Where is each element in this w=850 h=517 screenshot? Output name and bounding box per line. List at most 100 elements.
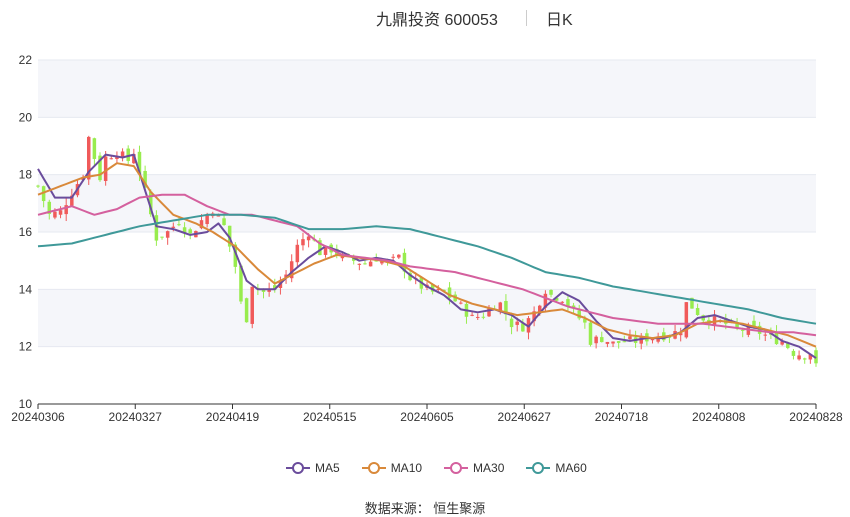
legend-swatch-ma60 (526, 462, 551, 474)
candle-body (301, 239, 305, 246)
candle-body (554, 297, 559, 301)
candle-body (402, 252, 407, 272)
candle-body (86, 136, 91, 180)
candle-body (532, 311, 536, 322)
candle-body (678, 333, 683, 336)
candle-body (103, 156, 108, 182)
candle-body (583, 318, 587, 323)
x-tick-label: 20240808 (692, 410, 746, 424)
candle-body (797, 355, 801, 360)
candle-body (752, 320, 756, 328)
candle-body (481, 316, 486, 318)
series-line-ma60 (37, 213, 817, 325)
legend-item-ma10[interactable]: MA10 (361, 461, 423, 475)
candle-body (289, 261, 294, 279)
candle-body (436, 288, 441, 290)
y-tick-label: 10 (19, 397, 33, 411)
legend-swatch-ma5 (286, 462, 310, 474)
legend-label-ma30: MA30 (473, 461, 505, 475)
data-source-note: 数据来源： 恒生聚源 (364, 501, 486, 516)
x-tick-label: 20240828 (789, 410, 843, 424)
candle-body (58, 210, 63, 215)
candle-body (459, 302, 463, 304)
candle-body (199, 220, 204, 229)
candle-body (278, 282, 283, 289)
legend-item-ma60[interactable]: MA60 (526, 461, 587, 475)
candle-body (233, 244, 238, 267)
x-tick-label: 20240419 (206, 410, 260, 424)
chart-title-bar: 九鼎投资 600053 日K (0, 6, 850, 29)
candle-body (650, 338, 655, 341)
candle-body (430, 284, 435, 292)
candle-body (109, 158, 114, 160)
legend-item-ma5[interactable]: MA5 (286, 461, 340, 475)
legend-dot-ma60 (532, 462, 545, 474)
candle-body (36, 185, 40, 187)
candle-body (814, 350, 818, 364)
candle-body (594, 336, 598, 344)
candle-body (695, 308, 700, 316)
candle-body (560, 301, 565, 303)
candle-body (791, 350, 796, 356)
candle-body (616, 341, 621, 343)
candle-body (588, 322, 593, 345)
candle-body (380, 260, 384, 264)
legend-label-ma60: MA60 (555, 461, 587, 475)
candle-body (538, 305, 542, 314)
candle-body (408, 272, 412, 281)
candle-body (205, 214, 209, 225)
candle-body (549, 289, 553, 295)
chart-legend: MA5 MA10 MA30 MA60 (286, 459, 609, 477)
candle-body (132, 154, 136, 164)
candle-body (786, 343, 790, 349)
candle-body (628, 336, 632, 340)
candle-body (53, 211, 57, 218)
candle-body (498, 302, 503, 313)
x-tick-label: 20240605 (400, 410, 454, 424)
candle-body (267, 289, 271, 292)
legend-dot-ma30 (450, 462, 463, 474)
y-tick-label: 18 (19, 168, 33, 182)
x-tick-label: 20240718 (595, 410, 649, 424)
legend-item-ma30[interactable]: MA30 (444, 461, 504, 475)
plot-band (38, 60, 816, 118)
y-tick-label: 14 (19, 282, 33, 296)
candle-body (222, 218, 226, 226)
candle-body (515, 321, 519, 325)
candle-body (120, 151, 125, 158)
candle-body (368, 261, 373, 267)
candle-body (391, 256, 395, 258)
candle-body (684, 302, 689, 338)
candle-body (735, 323, 739, 328)
candle-body (188, 229, 192, 234)
candle-body (115, 156, 119, 160)
x-tick-label: 20240327 (109, 410, 163, 424)
candle-body (165, 231, 170, 238)
candle-body (397, 254, 401, 258)
candle-body (318, 240, 322, 256)
chart-title: 九鼎投资 600053 (376, 12, 498, 29)
candle-body (808, 354, 813, 360)
x-tick-label: 20240306 (11, 410, 65, 424)
candle-body (250, 286, 254, 324)
y-tick-label: 16 (19, 225, 33, 239)
candle-body (137, 151, 142, 175)
candle-body (98, 155, 102, 181)
y-tick-label: 20 (19, 110, 33, 124)
candle-body (244, 298, 249, 323)
candle-body (143, 171, 147, 188)
candle-body (126, 148, 130, 161)
candle-body (351, 257, 356, 261)
legend-dot-ma5 (292, 462, 304, 474)
candle-body (577, 310, 581, 319)
chart-period-label: 日K (546, 12, 573, 29)
legend-swatch-ma10 (361, 462, 386, 474)
candle-body (306, 236, 311, 241)
candle-body (475, 316, 480, 318)
candle-body (154, 215, 159, 241)
candle-body (690, 297, 694, 309)
legend-label-ma10: MA10 (390, 461, 423, 475)
candle-body (571, 305, 576, 309)
candle-body (605, 341, 610, 344)
